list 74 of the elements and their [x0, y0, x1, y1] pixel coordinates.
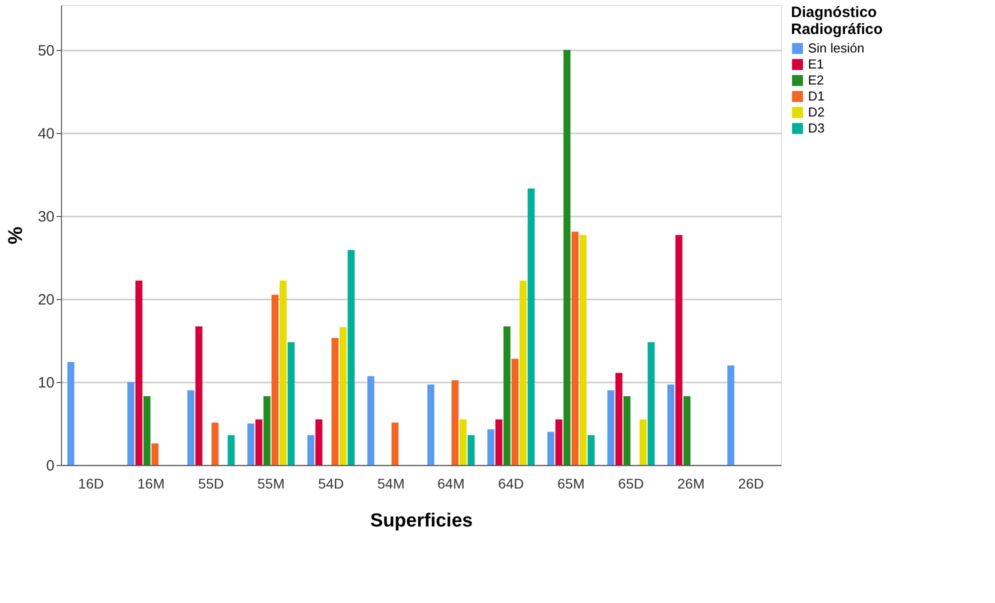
bar — [683, 396, 690, 465]
legend-title: Diagnóstico Radiográfico — [791, 4, 883, 38]
bar — [588, 435, 595, 465]
bar — [392, 422, 399, 465]
x-axis-title: Superficies — [370, 510, 473, 532]
y-tick-label: 30 — [38, 208, 54, 226]
y-axis-title: % — [4, 226, 27, 244]
legend-label: D1 — [808, 88, 825, 104]
bar — [367, 376, 374, 465]
bar — [555, 419, 562, 465]
bar — [648, 342, 655, 465]
bar — [152, 443, 159, 465]
bar — [307, 435, 314, 465]
bar — [667, 384, 674, 465]
bar — [348, 250, 355, 465]
bar — [255, 419, 262, 465]
bar — [528, 188, 535, 465]
bar — [512, 358, 519, 465]
y-tick-label: 20 — [38, 291, 54, 308]
x-tick-label: 64M — [437, 476, 465, 492]
y-tick-label: 50 — [38, 42, 54, 60]
bar — [487, 429, 494, 465]
bar — [340, 327, 347, 465]
x-tick-label: 26M — [677, 476, 705, 492]
bar — [520, 280, 527, 465]
bar — [272, 294, 279, 465]
bar — [315, 419, 322, 465]
bar — [503, 326, 510, 465]
bar — [452, 380, 459, 465]
x-tick-label: 16M — [137, 476, 165, 492]
x-tick-label: 54D — [318, 476, 344, 492]
bar — [187, 390, 194, 465]
legend-label: D3 — [808, 120, 825, 136]
bar — [572, 232, 579, 465]
x-tick-label: 65D — [618, 476, 644, 492]
y-tick-label: 10 — [38, 374, 54, 392]
bar — [580, 235, 587, 465]
bar — [623, 396, 630, 465]
bar — [675, 235, 682, 465]
bar — [468, 435, 475, 465]
bar — [607, 390, 614, 465]
bar — [127, 382, 134, 465]
bar — [228, 435, 235, 465]
bar — [640, 419, 647, 465]
bar — [67, 362, 74, 465]
bar — [280, 280, 287, 465]
bar — [195, 326, 202, 465]
x-tick-label: 65M — [557, 476, 585, 492]
bar — [460, 419, 467, 465]
legend-label: E1 — [808, 56, 824, 72]
bar — [547, 432, 554, 465]
y-tick-label: 0 — [46, 458, 54, 474]
legend-label: D2 — [808, 104, 825, 120]
bar — [288, 342, 295, 465]
legend-label: E2 — [808, 72, 824, 88]
x-tick-label: 55M — [257, 476, 285, 492]
x-tick-label: 26D — [738, 476, 764, 492]
bar — [727, 365, 734, 465]
bar — [247, 423, 254, 465]
x-tick-label: 54M — [377, 476, 405, 492]
bar — [263, 396, 270, 465]
x-tick-label: 16D — [78, 476, 104, 492]
bar — [563, 50, 570, 465]
bar — [427, 384, 434, 465]
bar — [615, 372, 622, 465]
x-tick-label: 64D — [498, 476, 524, 492]
bar — [332, 338, 339, 465]
y-tick-label: 40 — [38, 125, 54, 142]
bar — [495, 419, 502, 465]
legend-label: Sin lesión — [808, 40, 864, 56]
x-tick-label: 55D — [198, 476, 224, 492]
bar — [143, 396, 150, 465]
bar — [212, 422, 219, 465]
bar — [135, 280, 142, 465]
